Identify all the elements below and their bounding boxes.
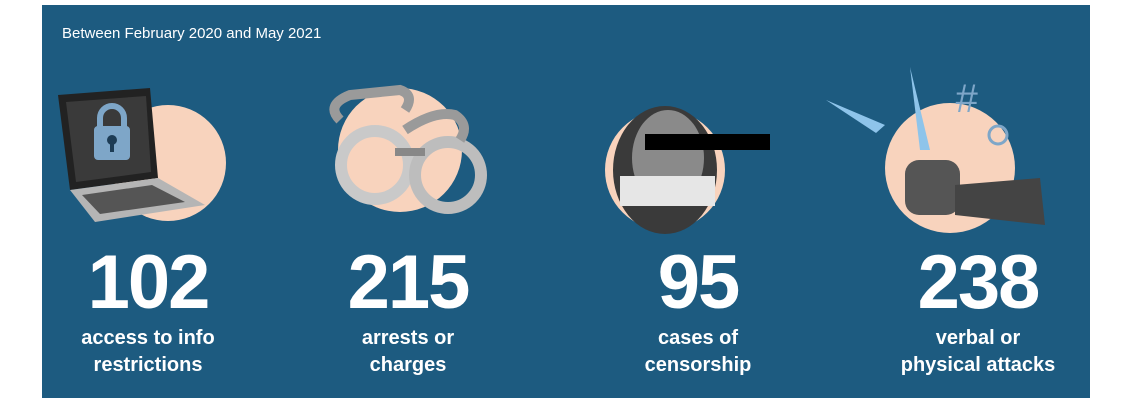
stat-label: physical attacks <box>901 354 1056 376</box>
stat-number: 238 <box>918 240 1039 325</box>
stat-label: verbal or <box>936 327 1021 349</box>
stat-label: cases of <box>658 327 738 349</box>
stat-label: censorship <box>645 354 752 376</box>
subtitle: Between February 2020 and May 2021 <box>62 25 321 42</box>
svg-text:#: # <box>955 77 978 121</box>
stat-number: 95 <box>658 240 739 325</box>
stat-label: charges <box>370 354 447 376</box>
stat-number: 215 <box>348 240 470 325</box>
page: Between February 2020 and May 2021 # <box>0 0 1127 420</box>
stat-label: restrictions <box>94 354 203 376</box>
stat-label: arrests or <box>362 327 454 349</box>
infographic: Between February 2020 and May 2021 # <box>0 0 1127 420</box>
stat-number: 102 <box>88 240 209 325</box>
stat-label: access to info <box>81 327 214 349</box>
